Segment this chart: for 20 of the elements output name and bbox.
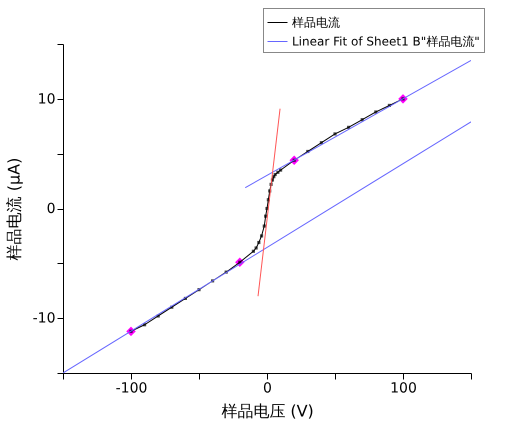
- point: [252, 250, 255, 253]
- y-tick-label: -10: [32, 310, 56, 327]
- point: [264, 214, 268, 218]
- y-tick-label: 0: [46, 201, 56, 217]
- legend-label: 样品电流: [292, 16, 340, 30]
- point: [254, 246, 258, 250]
- point: [260, 234, 264, 238]
- x-tick-label: 100: [390, 380, 417, 396]
- point: [333, 132, 337, 136]
- x-tick-label: -100: [116, 380, 148, 396]
- point: [276, 170, 280, 174]
- x-axis-title: 样品电压 (V): [221, 402, 314, 420]
- legend-label: Linear Fit of Sheet1 B"样品电流": [292, 34, 480, 48]
- y-tick-label: 10: [38, 91, 56, 108]
- point: [374, 110, 378, 114]
- point: [274, 172, 277, 176]
- point: [262, 224, 266, 228]
- y-axis-title: 样品电流 (μA): [4, 158, 24, 260]
- point: [257, 240, 260, 244]
- x-tick-label: 0: [263, 380, 272, 396]
